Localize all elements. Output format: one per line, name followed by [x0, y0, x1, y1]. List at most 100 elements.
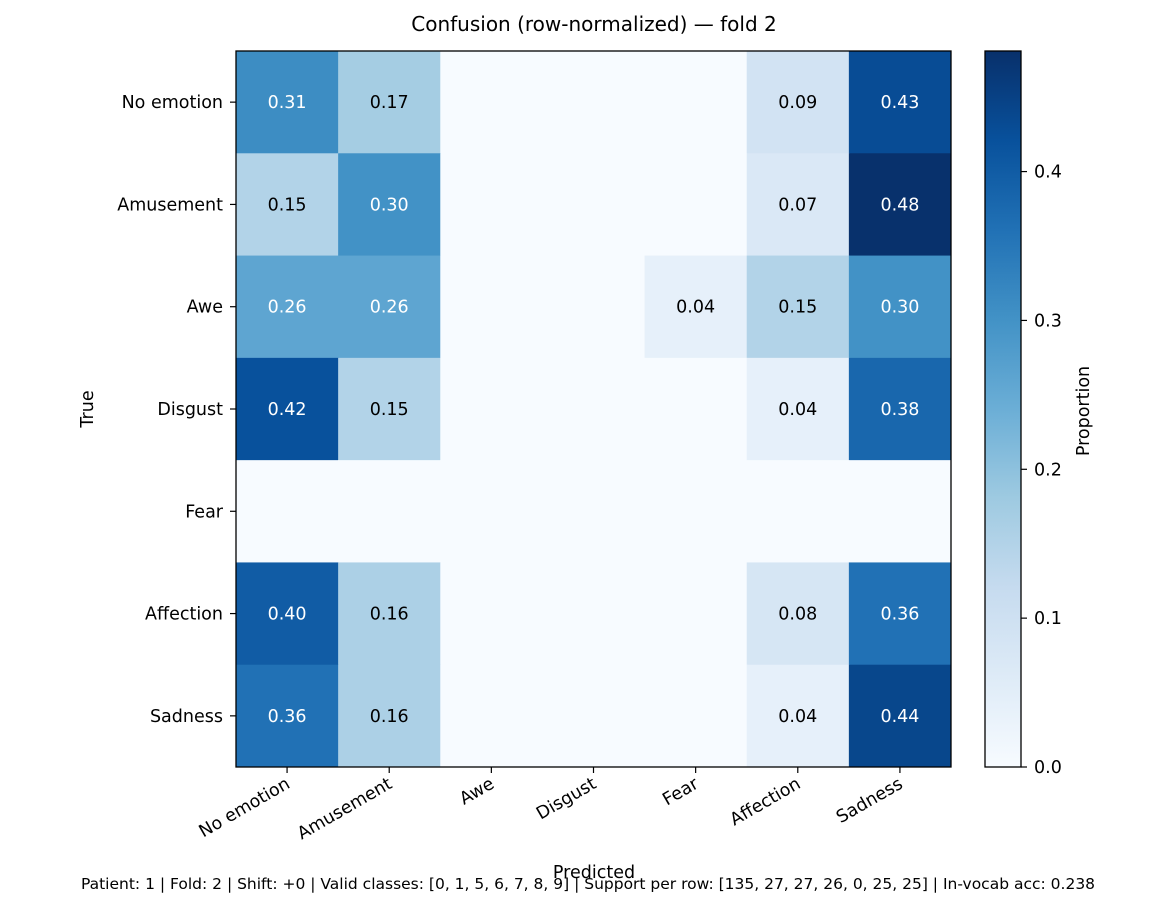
heatmap-cell — [848, 51, 952, 154]
colorbar-tick-label: 0.0 — [1034, 758, 1062, 778]
y-tick-label: Sadness — [150, 707, 223, 727]
heatmap-cell — [338, 664, 441, 768]
heatmap-cell — [542, 255, 646, 359]
colorbar-tick-label: 0.2 — [1034, 460, 1062, 480]
colorbar-tick-label: 0.4 — [1034, 163, 1062, 183]
cell-value-label: 0.31 — [268, 93, 307, 113]
heatmap-cell — [644, 51, 748, 154]
colorbar-tick-label: 0.1 — [1034, 609, 1062, 629]
x-tick-label: Awe — [456, 774, 497, 809]
x-tick-label: Affection — [727, 774, 805, 830]
x-tick-label: Sadness — [833, 774, 906, 828]
heatmap-cell — [236, 562, 339, 666]
heatmap-cell — [644, 255, 748, 359]
heatmap-cell — [746, 51, 850, 154]
x-tick-label: Fear — [659, 774, 702, 811]
colorbar-tick-label: 0.3 — [1034, 311, 1062, 331]
heatmap-cell — [236, 255, 339, 359]
heatmap-cell — [848, 357, 952, 461]
heatmap-cell — [848, 562, 952, 666]
cell-value-label: 0.17 — [370, 93, 409, 113]
heatmap-cell — [746, 153, 850, 257]
y-tick-label: Affection — [145, 605, 223, 625]
cell-value-label: 0.04 — [778, 400, 817, 420]
cell-value-label: 0.26 — [370, 298, 409, 318]
heatmap-cell — [644, 153, 748, 257]
cell-value-label: 0.08 — [778, 605, 817, 625]
cell-value-label: 0.07 — [778, 195, 817, 215]
y-tick-label: Amusement — [117, 195, 223, 215]
heatmap-cell — [746, 664, 850, 768]
heatmap-cell — [440, 664, 543, 768]
heatmap-cell — [236, 153, 339, 257]
heatmap-cell — [542, 460, 646, 563]
heatmap-cell — [644, 357, 748, 461]
heatmap-cell — [236, 51, 339, 154]
y-axis-ticks: No emotion Amusement Awe Disgust Fear Affecti… — [117, 93, 236, 727]
cell-value-label: 0.09 — [778, 93, 817, 113]
y-axis-label: True — [78, 390, 98, 428]
heatmap-cell — [440, 51, 543, 154]
heatmap-cell — [542, 153, 646, 257]
cell-value-label: 0.15 — [268, 195, 307, 215]
heatmap-cell — [644, 460, 748, 563]
cell-value-label: 0.30 — [880, 298, 919, 318]
cell-value-label: 0.36 — [880, 605, 919, 625]
heatmap-cell — [848, 255, 952, 359]
heatmap-cell — [746, 255, 850, 359]
cell-value-label: 0.38 — [880, 400, 919, 420]
heatmap-cell — [848, 460, 952, 563]
x-tick-label: Amusement — [294, 774, 396, 844]
y-tick-label: Fear — [185, 502, 224, 522]
heatmap-cell — [542, 562, 646, 666]
cell-value-label: 0.04 — [676, 298, 715, 318]
colorbar — [984, 50, 1022, 768]
heatmap-cell — [338, 255, 441, 359]
heatmap-cell — [746, 562, 850, 666]
heatmap-cell — [746, 357, 850, 461]
heatmap-cell — [338, 357, 441, 461]
cell-value-label: 0.30 — [370, 195, 409, 215]
heatmap-cell — [848, 664, 952, 768]
heatmap-cell — [746, 460, 850, 563]
heatmap-cell — [236, 664, 339, 768]
cell-value-label: 0.16 — [370, 605, 409, 625]
y-tick-label: No emotion — [122, 93, 223, 113]
colorbar-label: Proportion — [1074, 366, 1094, 456]
cell-value-label: 0.15 — [778, 298, 817, 318]
heatmap-cell — [848, 153, 952, 257]
heatmap-cell — [338, 51, 441, 154]
cell-value-label: 0.26 — [268, 298, 307, 318]
cell-value-label: 0.44 — [880, 707, 919, 727]
heatmap-cell-labels: 0.31 0.17 0.09 0.43 0.15 0.30 0.07 0.48 0.26 0.26… — [268, 93, 920, 727]
heatmap-cell — [338, 460, 441, 563]
heatmap-cell — [338, 153, 441, 257]
x-tick-label: Disgust — [533, 774, 600, 824]
cell-value-label: 0.40 — [268, 605, 307, 625]
cell-value-label: 0.15 — [370, 400, 409, 420]
x-tick-label: No emotion — [196, 774, 294, 842]
heatmap-cell — [440, 460, 543, 563]
heatmap-cell — [236, 357, 339, 461]
heatmap-cells — [236, 51, 952, 768]
x-axis-label: Predicted — [553, 863, 635, 883]
x-axis-ticks: No emotion Amusement Awe Disgust Fear Affecti… — [196, 767, 906, 844]
cell-value-label: 0.48 — [880, 195, 919, 215]
heatmap-cell — [644, 562, 748, 666]
heatmap-cell — [440, 562, 543, 666]
heatmap-cell — [440, 153, 543, 257]
heatmap-cell — [644, 664, 748, 768]
cell-value-label: 0.43 — [880, 93, 919, 113]
heatmap-cell — [542, 664, 646, 768]
y-tick-label: Disgust — [157, 400, 223, 420]
heatmap-cell — [236, 460, 339, 563]
heatmap-cell — [440, 255, 543, 359]
colorbar-ticks: 0.0 0.1 0.2 0.3 0.4 — [1021, 163, 1062, 778]
y-tick-label: Awe — [187, 298, 223, 318]
chart-title: Confusion (row-normalized) — fold 2 — [411, 12, 777, 36]
heatmap-cell — [338, 562, 441, 666]
cell-value-label: 0.36 — [268, 707, 307, 727]
cell-value-label: 0.04 — [778, 707, 817, 727]
heatmap-cell — [542, 357, 646, 461]
